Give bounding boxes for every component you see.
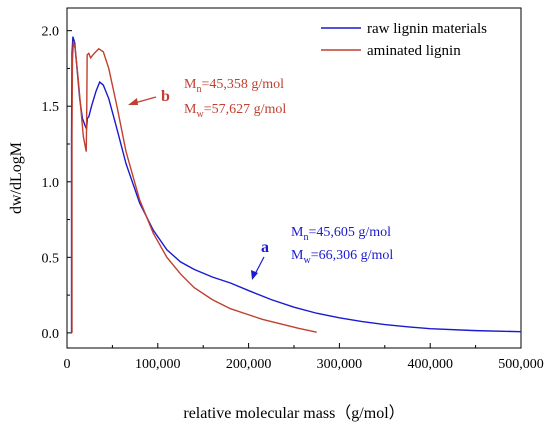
y-tick-label: 0.5 — [42, 251, 60, 266]
legend-label-raw-lignin: raw lignin materials — [367, 21, 487, 37]
annotation-b-label: b — [161, 88, 170, 105]
legend-label-aminated-lignin: aminated lignin — [367, 43, 461, 59]
annotation-b-mw: Mw=57,627 g/mol — [184, 102, 286, 120]
y-tick-label: 0.0 — [42, 327, 60, 342]
x-tick-label: 500,000 — [498, 357, 544, 372]
annotation-a-mw: Mw=66,306 g/mol — [291, 248, 393, 266]
series-line-raw-lignin — [70, 36, 521, 333]
y-axis-label: dw/dLogM — [8, 142, 25, 214]
x-tick-label: 300,000 — [317, 357, 363, 372]
plot-frame — [66, 7, 522, 349]
y-tick-label: 1.0 — [42, 176, 60, 191]
annotation-b: b Mn=45,358 g/mol Mw=57,627 g/mol — [128, 77, 286, 120]
x-tick-label: 100,000 — [135, 357, 181, 372]
annotation-b-mn: Mn=45,358 g/mol — [184, 77, 284, 95]
y-tick-label: 1.5 — [42, 100, 60, 115]
y-tick-label: 2.0 — [42, 25, 60, 40]
annotation-a-label: a — [261, 239, 269, 256]
x-axis-ticks: 0 100,000 200,000 300,000 400,000 500,000 — [64, 343, 544, 372]
annotation-a-mn: Mn=45,605 g/mol — [291, 225, 391, 243]
annotation-a-arrowhead — [251, 270, 258, 280]
series-line-aminated-lignin — [71, 41, 317, 333]
x-tick-label: 400,000 — [407, 357, 453, 372]
annotation-b-arrowhead — [128, 98, 138, 105]
x-tick-label: 200,000 — [226, 357, 272, 372]
x-tick-label: 0 — [64, 357, 71, 372]
legend: raw lignin materials aminated lignin — [321, 21, 487, 59]
x-axis-label: relative molecular mass（g/mol） — [183, 404, 404, 422]
annotation-a: a Mn=45,605 g/mol Mw=66,306 g/mol — [251, 225, 393, 280]
